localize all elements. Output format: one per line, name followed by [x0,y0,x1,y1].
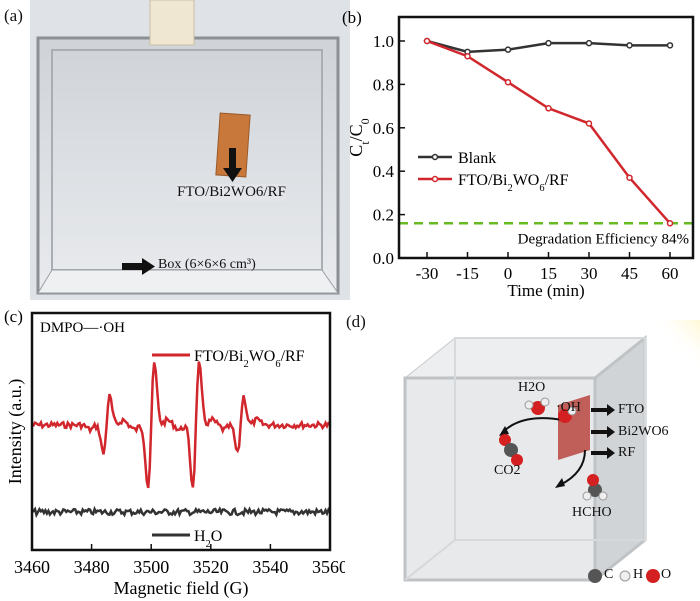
co2-molecule-icon [499,434,523,466]
y-axis-label: Intensity (a.u.) [5,379,26,484]
esr-chart: (c) DMPO—·OH 3460 3480 3500 3520 3540 3560 Magne… [4,307,345,599]
data-point [504,46,512,53]
hydroxyl-icon [558,406,577,423]
x-tick-label: 3560 [312,557,345,577]
x-tick-label: 60 [662,264,679,283]
x-tick-label: 45 [621,264,638,283]
layer-fto-label: FTO [618,402,645,417]
legend-marker [431,153,439,161]
panel-c-label: (c) [4,307,23,326]
legend-label: H2O [194,528,222,550]
series-line-0 [31,361,331,489]
plot-frame [397,15,695,260]
legend-h: H [633,567,644,582]
x-tick-label: 3460 [14,557,50,577]
data-point [504,78,512,86]
data-point [666,42,674,49]
plot-frame [30,311,332,552]
x-axis-label: Time (min) [507,281,584,300]
panel-d-label: (d) [346,312,366,331]
box-photo [30,0,350,300]
legend-marker [431,175,439,183]
layer-rf-label: RF [618,445,636,460]
data-point [545,105,552,112]
hydroxyl-label: ·OH [556,400,581,415]
data-point [626,42,633,49]
y-tick-label: 0.8 [373,75,394,94]
data-point [423,37,431,45]
sample-label: FTO/Bi2WO6/RF [177,184,286,201]
x-tick-label: 3480 [74,557,110,577]
hcho-molecule-icon [582,474,608,501]
y-tick-label: 1.0 [373,32,394,51]
legend-c: C [604,567,614,582]
x-tick-label: 3520 [193,557,229,577]
data-point [626,174,633,181]
legend-label: Blank [458,150,496,167]
panel-a-label: (a) [4,6,23,25]
water-molecule-icon [524,397,550,415]
degradation-chart: (b) 0.0 0.2 0.4 0.6 0.8 1.0 -30 -15 0 15 30 45 60 Time… [342,8,695,300]
panel-b-label: (b) [342,8,362,27]
legend-label: FTO/Bi2WO6/RF [458,172,569,194]
y-tick-label: 0.0 [373,249,394,268]
x-tick-label: 3540 [252,557,288,577]
data-point [585,120,593,127]
x-axis-label: Magnetic field (G) [114,578,249,599]
y-axis-label: Ct/C0 [346,118,372,156]
series-line-1 [31,505,332,519]
x-tick-label: 30 [581,264,598,283]
data-point [666,220,674,227]
water-label: H2O [518,380,546,395]
legend-label: FTO/Bi2WO6/RF [194,348,305,370]
x-tick-label: 15 [540,264,557,283]
x-tick-label: -30 [416,264,439,283]
mechanism-diagram [403,320,700,584]
hcho-label: HCHO [572,505,612,520]
layer-bi2wo6-label: Bi2WO6 [618,424,669,439]
annotation: Degradation Efficiency 84% [518,231,689,247]
x-tick-label: 0 [504,264,513,283]
data-point [585,39,593,47]
x-tick-label: -15 [456,264,479,283]
x-tick-label: 3500 [133,557,169,577]
series-line-1 [426,39,671,225]
y-tick-label: 0.6 [373,119,394,138]
legend-o: O [661,567,672,582]
co2-label: CO2 [494,463,521,478]
chart-title: DMPO—·OH [40,320,125,336]
data-point [464,52,471,60]
light-source-icon [630,320,700,390]
y-tick-label: 0.4 [373,162,395,181]
data-point [545,39,552,47]
y-tick-label: 0.2 [373,206,394,225]
box-label: Box (6×6×6 cm³) [158,257,256,272]
